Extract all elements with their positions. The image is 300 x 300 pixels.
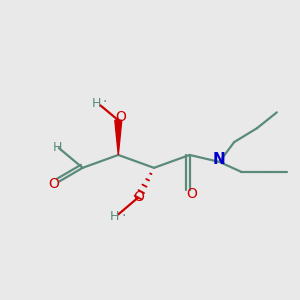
Text: N: N xyxy=(213,152,226,167)
Text: H: H xyxy=(53,140,62,154)
Text: ·: · xyxy=(102,95,106,110)
Text: O: O xyxy=(186,187,197,201)
Text: O: O xyxy=(49,177,59,191)
Text: ·: · xyxy=(121,209,125,224)
Text: H: H xyxy=(110,210,119,223)
Text: O: O xyxy=(134,190,145,204)
Text: H: H xyxy=(92,97,101,110)
Polygon shape xyxy=(115,120,122,155)
Text: O: O xyxy=(115,110,126,124)
